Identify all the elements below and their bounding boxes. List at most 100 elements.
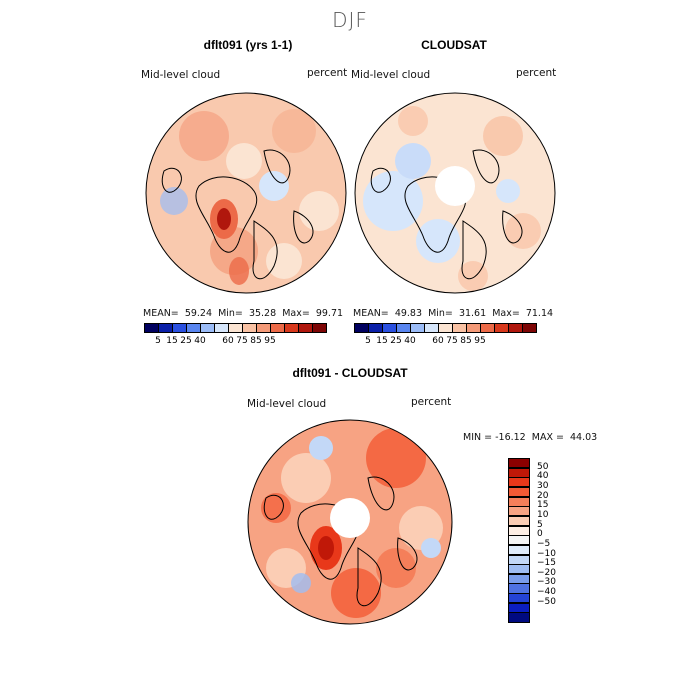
panel1-stats: MEAN= 59.24 Min= 35.28 Max= 99.71 [143,308,343,319]
colorbar-tick-label: 50 [537,461,549,472]
colorbar-swatch [382,323,397,333]
colorbar-swatch [508,564,530,575]
colorbar-swatch [186,323,201,333]
colorbar-swatch [172,323,187,333]
panel2-colorbar [354,323,537,333]
colorbar-tick-label: −30 [537,577,556,588]
panel2-title: CLOUDSAT [421,38,487,52]
colorbar-swatch [424,323,439,333]
colorbar-swatch [480,323,495,333]
colorbar-tick-label: 95 [264,336,276,346]
colorbar-swatch [410,323,425,333]
season-title: DJF [332,8,368,32]
colorbar-swatch [312,323,327,333]
panel3-map [247,419,453,625]
colorbar-tick-label: 5 [155,336,161,346]
colorbar-swatch [298,323,313,333]
colorbar-swatch [508,554,530,565]
colorbar-swatch [508,525,530,536]
colorbar-tick-label: 15 [537,500,549,511]
colorbar-swatch [214,323,229,333]
colorbar-tick-label: 20 [537,490,549,501]
colorbar-swatch [508,486,530,498]
colorbar-swatch [466,323,481,333]
colorbar-tick-label: −15 [537,558,556,569]
colorbar-swatch [508,583,530,594]
colorbar-tick-label: 60 [432,336,444,346]
colorbar-tick-label: 10 [537,509,549,520]
colorbar-swatch [494,323,509,333]
colorbar-swatch [508,496,530,507]
panel1-mean: 59.24 [184,308,213,319]
panel2-min: 31.61 [458,308,487,319]
colorbar-tick-label: 95 [474,336,486,346]
colorbar-tick-label: 40 [537,471,549,482]
panel3-colorbar [508,458,530,623]
colorbar-swatch [228,323,243,333]
colorbar-swatch [508,323,523,333]
panel1-units: percent [307,67,348,79]
colorbar-swatch [256,323,271,333]
colorbar-tick-label: 75 [236,336,248,346]
panel2-mean: 49.83 [394,308,423,319]
panel2-variable: Mid-level cloud [351,69,431,81]
colorbar-tick-label: 40 [404,336,416,346]
colorbar-tick-label: 30 [537,480,549,491]
panel2-polar-gap [435,166,475,206]
panel3-polar-gap [330,498,370,538]
colorbar-tick-label: 85 [460,336,472,346]
panel1-variable: Mid-level cloud [141,69,221,81]
colorbar-swatch [522,323,537,333]
colorbar-tick-label: 25 [390,336,402,346]
panel2-max-label: Max= [492,308,520,319]
colorbar-swatch [438,323,453,333]
panel1-colorbar [144,323,327,333]
colorbar-swatch [396,323,411,333]
colorbar-tick-label: −5 [537,538,551,549]
colorbar-swatch [270,323,285,333]
colorbar-swatch [508,506,530,517]
panel1-title: dflt091 (yrs 1-1) [203,38,293,52]
colorbar-swatch [158,323,173,333]
colorbar-tick-label: −40 [537,587,556,598]
panel1-min-label: Min= [218,308,243,319]
panel3-colorbar-ticks: 50 40 30 20 15 10 5 0 −5 −10 −15 −20 −30 −40 −50 [537,458,577,622]
colorbar-swatch [354,323,369,333]
colorbar-swatch [452,323,467,333]
panel3-title: dflt091 - CLOUDSAT [292,366,408,380]
colorbar-swatch [242,323,257,333]
colorbar-tick-label: 40 [194,336,206,346]
panel2-min-label: Min= [428,308,453,319]
panel1-maximum [217,208,231,230]
colorbar-swatch [508,602,530,613]
panel2-units: percent [516,67,557,79]
colorbar-swatch [508,573,530,584]
panel2-max: 71.14 [525,308,554,319]
colorbar-swatch [508,535,530,546]
colorbar-swatch [508,467,530,478]
colorbar-swatch [368,323,383,333]
panel1-map [145,92,347,294]
colorbar-swatch [284,323,299,333]
colorbar-swatch [508,458,530,469]
colorbar-tick-label: −10 [537,548,556,559]
colorbar-tick-label: 0 [537,529,543,540]
colorbar-tick-label: 75 [446,336,458,346]
colorbar-tick-label: −20 [537,567,556,578]
colorbar-tick-label: 5 [365,336,371,346]
colorbar-tick-label: 25 [180,336,192,346]
panel3-units: percent [411,396,452,408]
colorbar-swatch [144,323,159,333]
colorbar-swatch [508,515,530,527]
panel1-mean-label: MEAN= [143,308,179,319]
colorbar-swatch [508,477,530,488]
panel1-min: 35.28 [248,308,277,319]
panel2-mean-label: MEAN= [353,308,389,319]
colorbar-swatch [508,593,530,604]
panel2-stats: MEAN= 49.83 Min= 31.61 Max= 71.14 [353,308,553,319]
colorbar-tick-label: 85 [250,336,262,346]
colorbar-tick-label: 15 [166,336,178,346]
colorbar-tick-label: 5 [537,519,543,530]
panel2-colorbar-ticks: 5 15 25 40 60 75 85 95 [354,336,554,348]
colorbar-swatch [200,323,215,333]
